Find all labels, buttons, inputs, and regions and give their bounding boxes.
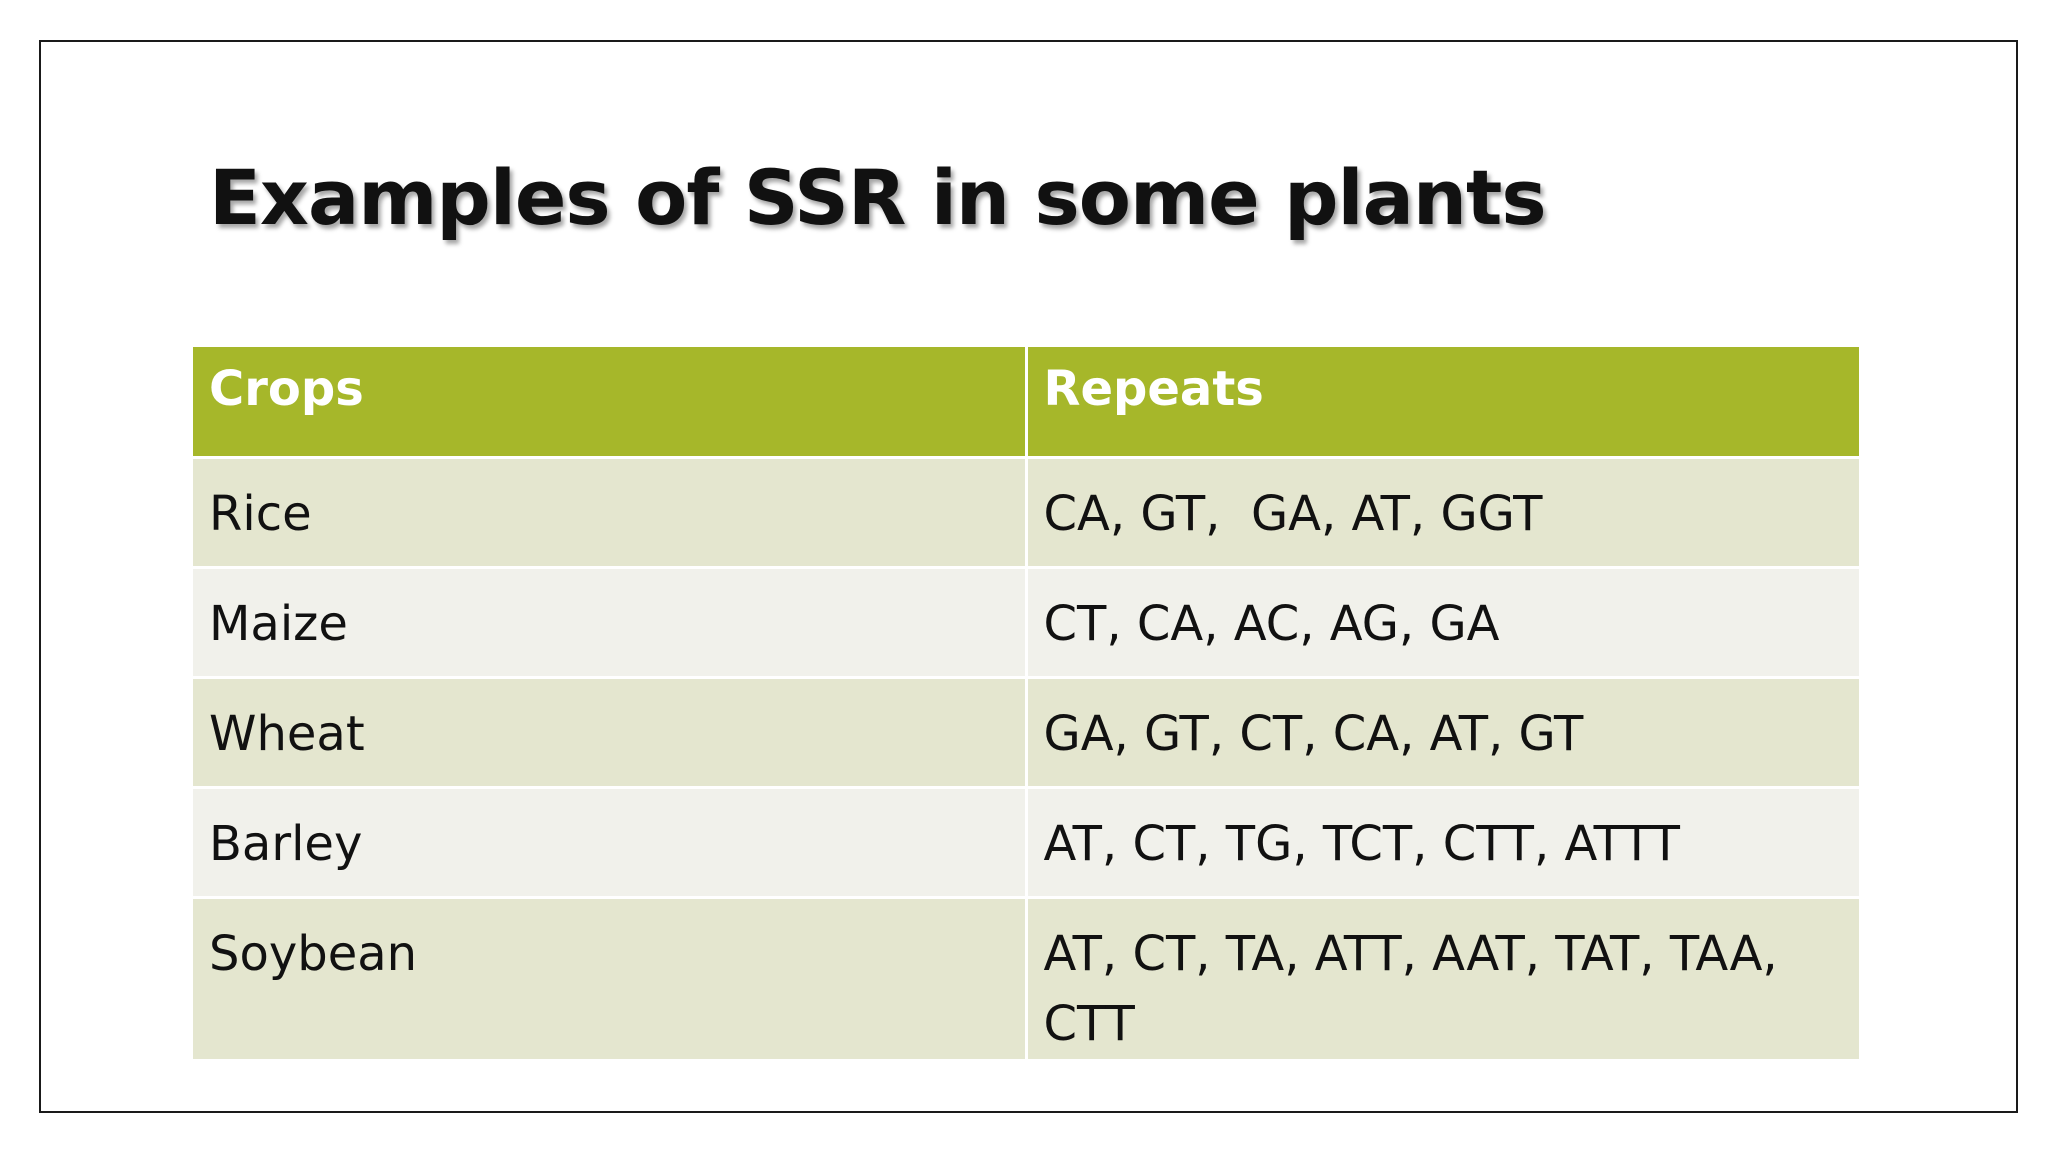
repeats-cell: CA, GT, GA, AT, GGT (1026, 457, 1859, 569)
table-row: Soybean AT, CT, TA, ATT, AAT, TAT, TAA, … (193, 897, 1859, 1062)
crop-cell: Rice (193, 457, 1028, 569)
repeats-cell: GA, GT, CT, CA, AT, GT (1026, 677, 1859, 789)
ssr-table: Crops Repeats Rice CA, GT, GA, AT, GGT M… (193, 347, 1859, 1062)
column-header-repeats: Repeats (1026, 347, 1859, 459)
ssr-table-container: Crops Repeats Rice CA, GT, GA, AT, GGT M… (193, 347, 1859, 1062)
table-row: Rice CA, GT, GA, AT, GGT (193, 457, 1859, 569)
table-row: Barley AT, CT, TG, TCT, CTT, ATTT (193, 787, 1859, 899)
crop-cell: Soybean (193, 897, 1028, 1062)
column-header-crops: Crops (193, 347, 1028, 459)
crop-cell: Barley (193, 787, 1028, 899)
table-row: Wheat GA, GT, CT, CA, AT, GT (193, 677, 1859, 789)
crop-cell: Maize (193, 567, 1028, 679)
table-header-row: Crops Repeats (193, 347, 1859, 459)
slide-title: Examples of SSR in some plants (209, 153, 1547, 242)
repeats-cell: AT, CT, TG, TCT, CTT, ATTT (1026, 787, 1859, 899)
crop-cell: Wheat (193, 677, 1028, 789)
table-row: Maize CT, CA, AC, AG, GA (193, 567, 1859, 679)
repeats-cell: CT, CA, AC, AG, GA (1026, 567, 1859, 679)
repeats-cell: AT, CT, TA, ATT, AAT, TAT, TAA, CTT (1026, 897, 1859, 1062)
